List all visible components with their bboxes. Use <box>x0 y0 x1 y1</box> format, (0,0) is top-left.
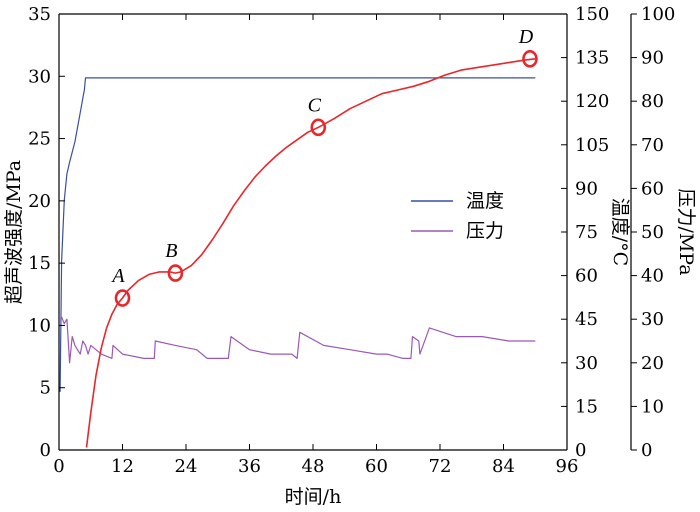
pressure-tick-label: 30 <box>641 309 664 330</box>
pressure-tick-label: 20 <box>641 353 664 374</box>
series-line-left <box>85 58 536 448</box>
temperature-tick-label: 75 <box>575 222 598 243</box>
left-tick-label: 30 <box>28 66 51 87</box>
series-line-right1 <box>59 77 536 392</box>
point-label-a: A <box>110 265 125 287</box>
temperature-tick-label: 15 <box>575 396 598 417</box>
point-label-b: B <box>165 240 177 262</box>
pressure-tick-label: 90 <box>641 48 664 69</box>
temperature-tick-label: 120 <box>575 91 609 112</box>
pressure-tick-label: 60 <box>641 178 664 199</box>
left-tick-label: 35 <box>28 4 51 25</box>
temperature-tick-label: 105 <box>575 135 609 156</box>
left-tick-label: 0 <box>40 440 51 461</box>
x-tick-label: 60 <box>365 456 388 477</box>
pressure-tick-label: 100 <box>641 4 675 25</box>
x-tick-label: 96 <box>556 456 579 477</box>
point-marker-a <box>114 289 131 307</box>
pressure-axis-label: 压力/MPa <box>675 188 697 275</box>
point-markers: A B C D <box>110 26 538 307</box>
axes: 0 12 24 36 48 60 72 84 96 时间/h 0 5 10 15 20 25 30 35 超声波强度… <box>3 4 697 508</box>
pressure-tick-label: 70 <box>641 135 664 156</box>
temperature-tick-label: 45 <box>575 309 598 330</box>
left-tick-label: 25 <box>28 129 51 150</box>
temperature-tick-label: 90 <box>575 178 598 199</box>
temperature-tick-label: 0 <box>575 440 586 461</box>
temperature-tick-label: 135 <box>575 48 609 69</box>
point-marker-d <box>522 50 538 68</box>
pressure-tick-label: 0 <box>641 440 652 461</box>
temperature-tick-label: 150 <box>575 4 609 25</box>
x-tick-label: 12 <box>111 456 134 477</box>
left-axis-label: 超声波强度/MPa <box>3 160 25 304</box>
pressure-tick-label: 80 <box>641 91 664 112</box>
plot-lines <box>59 58 536 448</box>
temperature-tick-label: 60 <box>575 266 598 287</box>
pressure-tick-label: 10 <box>641 396 664 417</box>
left-tick-label: 20 <box>28 191 51 212</box>
point-marker-c <box>310 118 327 137</box>
x-tick-label: 72 <box>429 456 452 477</box>
left-tick-label: 10 <box>28 315 51 336</box>
point-label-c: C <box>308 94 322 116</box>
x-axis-label: 时间/h <box>285 486 342 508</box>
point-marker-b <box>167 264 184 282</box>
legend-label: 压力 <box>466 220 504 242</box>
x-tick-label: 36 <box>238 456 261 477</box>
temperature-axis-label: 温度/°C <box>609 198 631 266</box>
x-tick-label: 0 <box>53 456 64 477</box>
temperature-tick-label: 30 <box>575 353 598 374</box>
x-tick-label: 24 <box>175 456 198 477</box>
series-line-right2 <box>60 314 536 364</box>
x-tick-label: 48 <box>302 456 325 477</box>
pressure-tick-label: 40 <box>641 266 664 287</box>
left-tick-label: 15 <box>28 253 51 274</box>
legend-label: 温度 <box>466 190 504 212</box>
point-label-d: D <box>518 26 534 48</box>
pressure-tick-label: 50 <box>641 222 664 243</box>
x-tick-label: 84 <box>492 456 515 477</box>
left-tick-label: 5 <box>40 378 51 399</box>
